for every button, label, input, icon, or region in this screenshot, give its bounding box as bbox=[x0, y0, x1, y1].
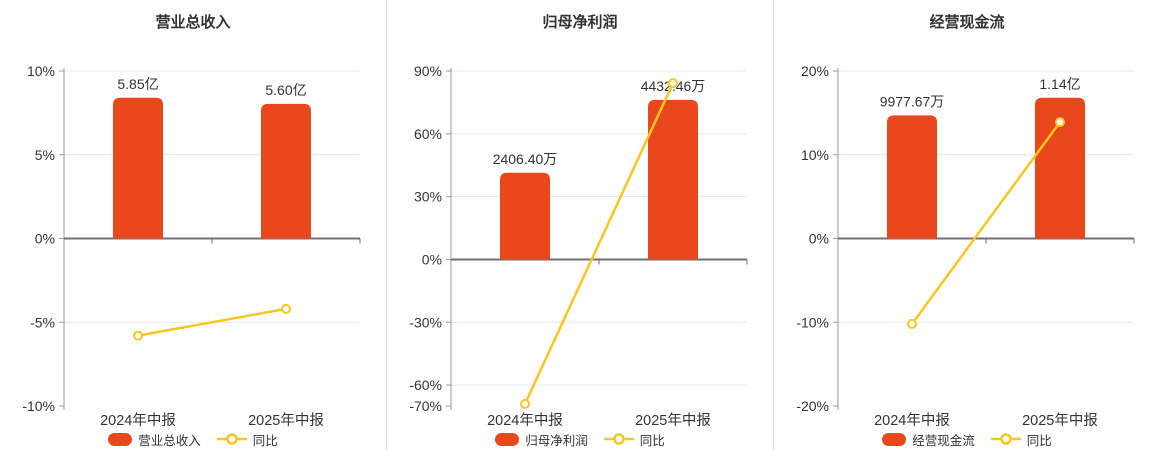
bar-legend-label[interactable]: 经营现金流 bbox=[912, 433, 975, 448]
x-category-label: 2024年中报 bbox=[874, 412, 950, 429]
y-tick-label: 20% bbox=[801, 63, 829, 79]
y-tick-label: -20% bbox=[796, 398, 829, 414]
yoy-legend-label[interactable]: 同比 bbox=[252, 433, 278, 448]
y-tick-label: -70% bbox=[409, 398, 442, 414]
y-tick-label: 0% bbox=[422, 251, 442, 267]
bar-legend-label[interactable]: 营业总收入 bbox=[138, 433, 201, 448]
chart-title-revenue: 营业总收入 bbox=[155, 14, 231, 31]
y-tick-label: 60% bbox=[414, 126, 442, 142]
y-tick-label: 10% bbox=[27, 63, 55, 79]
yoy-line bbox=[523, 82, 675, 405]
y-tick-label: 30% bbox=[414, 189, 442, 205]
yoy-line-legend-icon[interactable] bbox=[216, 432, 247, 446]
yoy-line-marker bbox=[1055, 117, 1065, 128]
bar bbox=[113, 97, 163, 239]
yoy-line-legend-icon[interactable] bbox=[603, 432, 634, 446]
bar-value-label: 2406.40万 bbox=[493, 151, 558, 167]
chart-title-net-profit: 归母净利润 bbox=[542, 14, 618, 31]
yoy-line-legend-glyph bbox=[216, 433, 247, 445]
legend-line-circle bbox=[1000, 433, 1012, 445]
y-tick-label: 0% bbox=[809, 231, 829, 247]
panel-operating-cashflow: 经营现金流 20% 10% 0% -10% -20% 9977.67万 1.14亿 2024年… bbox=[773, 0, 1160, 450]
bar-value-label: 5.85亿 bbox=[117, 76, 158, 92]
y-tick-label: 90% bbox=[414, 63, 442, 79]
panel-net-profit: 归母净利润 90%60%30%0%-30%-60%-70%2406.40万443… bbox=[386, 0, 773, 450]
yoy-legend-label[interactable]: 同比 bbox=[1026, 433, 1052, 448]
bar-legend-swatch[interactable] bbox=[108, 432, 133, 446]
bar bbox=[500, 172, 550, 260]
y-tick-label: -10% bbox=[796, 314, 829, 330]
legend-net-profit: 归母净利润 同比 bbox=[495, 431, 665, 448]
legend-cashflow: 经营现金流 同比 bbox=[882, 431, 1052, 448]
y-tick-label: -60% bbox=[409, 377, 442, 393]
y-tick-label: -5% bbox=[30, 314, 55, 330]
yoy-line-marker bbox=[281, 303, 291, 314]
net-profit-chart-canvas: 90%60%30%0%-30%-60%-70%2406.40万4432.46万2… bbox=[409, 63, 748, 429]
yoy-line-marker bbox=[133, 330, 143, 341]
yoy-line-marker bbox=[907, 318, 917, 329]
bar bbox=[648, 99, 698, 260]
yoy-line-legend-glyph bbox=[990, 433, 1021, 445]
x-category-label: 2025年中报 bbox=[1022, 412, 1098, 429]
y-tick-label: 5% bbox=[35, 147, 55, 163]
bar-legend-swatch[interactable] bbox=[495, 432, 520, 446]
bar bbox=[261, 103, 311, 239]
y-tick-label: 10% bbox=[801, 147, 829, 163]
x-category-label: 2025年中报 bbox=[248, 412, 324, 429]
bar-legend-label[interactable]: 归母净利润 bbox=[525, 433, 588, 448]
y-tick-label: 0% bbox=[35, 231, 55, 247]
x-category-label: 2024年中报 bbox=[487, 412, 563, 429]
x-category-label: 2024年中报 bbox=[100, 412, 176, 429]
y-tick-label: -10% bbox=[22, 398, 55, 414]
bar-value-label: 5.60亿 bbox=[265, 82, 306, 98]
y-tick-label: -30% bbox=[409, 314, 442, 330]
revenue-chart-canvas: 10% 5% 0% -5% -10% 5.85亿 5.60亿 2024年中报 2025年中报 bbox=[22, 63, 361, 429]
yoy-legend-label[interactable]: 同比 bbox=[639, 433, 665, 448]
yoy-line-legend-glyph bbox=[603, 433, 634, 445]
legend-revenue: 营业总收入 同比 bbox=[108, 431, 278, 448]
legend-line-circle bbox=[226, 433, 238, 445]
yoy-line-marker bbox=[520, 398, 530, 409]
yoy-line-marker bbox=[668, 78, 678, 89]
bar-value-label: 1.14亿 bbox=[1039, 76, 1080, 92]
x-category-label: 2025年中报 bbox=[635, 412, 711, 429]
panel-total-revenue: 营业总收入 10% 5% 0% -5% -10% 5.85亿 5.60亿 2024年中报 202… bbox=[0, 0, 386, 450]
bar bbox=[887, 115, 937, 239]
bar bbox=[1035, 97, 1085, 239]
bar-value-label: 9977.67万 bbox=[880, 93, 945, 109]
bar-legend-swatch[interactable] bbox=[882, 432, 907, 446]
yoy-line bbox=[910, 121, 1062, 325]
cashflow-chart-canvas: 20% 10% 0% -10% -20% 9977.67万 1.14亿 2024年中报 2025… bbox=[796, 63, 1135, 429]
legend-line-circle bbox=[613, 433, 625, 445]
yoy-line bbox=[137, 307, 287, 337]
chart-title-cashflow: 经营现金流 bbox=[929, 14, 1005, 31]
yoy-line-legend-icon[interactable] bbox=[990, 432, 1021, 446]
